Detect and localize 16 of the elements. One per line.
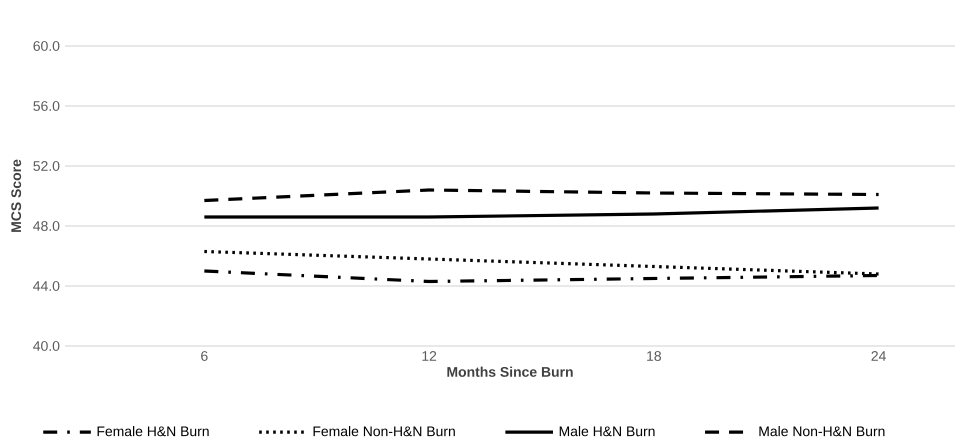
legend-label: Female H&N Burn: [98, 426, 209, 436]
x-tick-label: 24: [872, 351, 886, 361]
y-tick-label: 56.0: [33, 101, 60, 111]
x-tick-label: 18: [647, 351, 661, 361]
x-tick-label: 6: [201, 351, 208, 361]
y-tick-label: 40.0: [33, 341, 60, 351]
y-tick-label: 48.0: [33, 221, 60, 231]
legend-label: Female Non-H&N Burn: [314, 426, 455, 436]
y-axis-title: MCS Score: [11, 160, 22, 232]
legend-label: Male H&N Burn: [560, 426, 655, 436]
y-tick-label: 52.0: [33, 161, 60, 171]
y-tick-label: 60.0: [34, 41, 60, 51]
x-tick-label: 12: [422, 351, 436, 361]
legend-label: Male Non-H&N Burn: [759, 426, 884, 436]
x-axis-title: Months Since Burn: [447, 366, 573, 377]
y-tick-label: 44.0: [33, 281, 60, 291]
